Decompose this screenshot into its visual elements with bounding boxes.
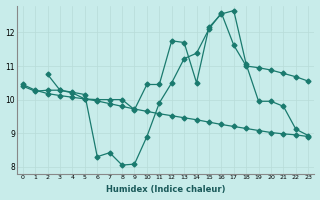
- X-axis label: Humidex (Indice chaleur): Humidex (Indice chaleur): [106, 185, 225, 194]
